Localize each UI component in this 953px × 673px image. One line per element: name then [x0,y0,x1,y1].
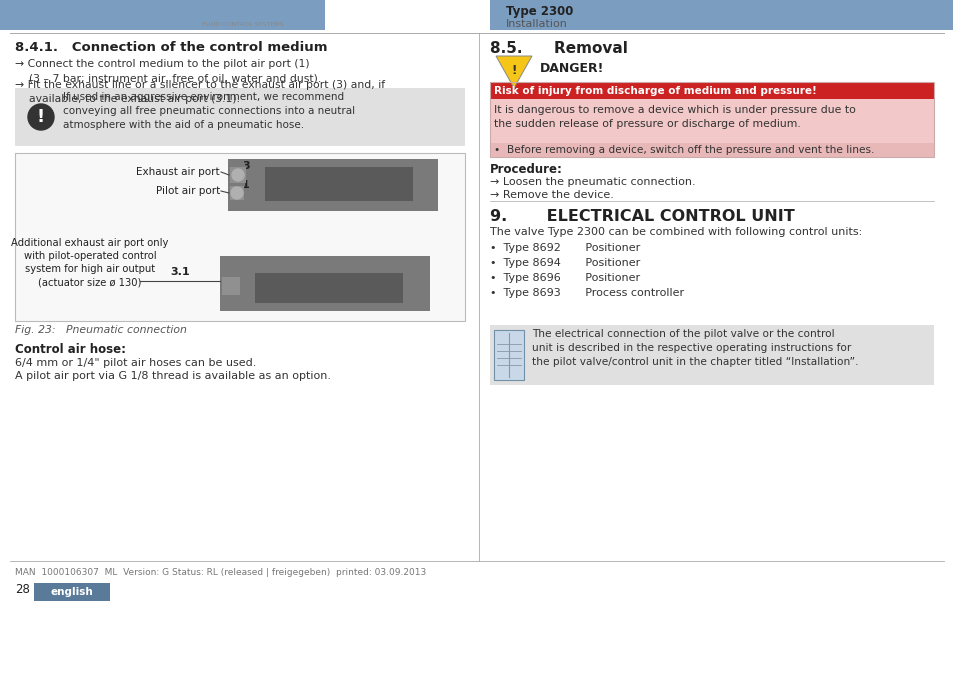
Text: 8.4.1.   Connection of the control medium: 8.4.1. Connection of the control medium [15,41,327,54]
Text: Exhaust air port: Exhaust air port [136,167,220,177]
Text: Fig. 23:   Pneumatic connection: Fig. 23: Pneumatic connection [15,325,187,335]
Text: 9.       ELECTRICAL CONTROL UNIT: 9. ELECTRICAL CONTROL UNIT [490,209,794,224]
Bar [490,99,933,157]
Bar [490,82,933,99]
Text: → Remove the device.: → Remove the device. [490,190,613,200]
Bar [265,167,413,201]
Text: !: ! [37,108,45,126]
Bar [490,0,953,30]
Text: •  Type 8694       Positioner: • Type 8694 Positioner [490,258,639,268]
Bar [228,159,437,211]
Bar [490,143,933,157]
Bar [0,0,325,30]
Text: Procedure:: Procedure: [490,163,562,176]
Bar [490,82,933,157]
Text: FLUID CONTROL SYSTEMS: FLUID CONTROL SYSTEMS [202,22,283,28]
Circle shape [231,187,243,199]
Text: 6/4 mm or 1/4" pilot air hoses can be used.: 6/4 mm or 1/4" pilot air hoses can be us… [15,358,256,368]
Circle shape [232,169,244,181]
Text: MAN  1000106307  ML  Version: G Status: RL (released | freigegeben)  printed: 03: MAN 1000106307 ML Version: G Status: RL … [15,568,426,577]
Text: → Connect the control medium to the pilot air port (1)
    (3 – 7 bar; instrumen: → Connect the control medium to the pilo… [15,59,321,83]
Text: •  Type 8692       Positioner: • Type 8692 Positioner [490,243,639,253]
Bar [230,167,246,183]
Text: It is dangerous to remove a device which is under pressure due to
the sudden rel: It is dangerous to remove a device which… [494,105,855,129]
Text: •  Before removing a device, switch off the pressure and vent the lines.: • Before removing a device, switch off t… [494,145,874,155]
Text: → Fit the exhaust line or a silencer to the exhaust air port (3) and, if
    ava: → Fit the exhaust line or a silencer to … [15,80,385,104]
Text: Control air hose:: Control air hose: [15,343,126,356]
Text: english: english [51,587,93,597]
Text: The electrical connection of the pilot valve or the control
unit is described in: The electrical connection of the pilot v… [532,329,858,367]
Text: Installation: Installation [505,19,567,29]
Text: Risk of injury from discharge of medium and pressure!: Risk of injury from discharge of medium … [494,86,816,96]
Text: 3.1: 3.1 [170,267,190,277]
Bar [494,330,523,380]
Text: 28: 28 [15,583,30,596]
Text: The valve Type 2300 can be combined with following control units:: The valve Type 2300 can be combined with… [490,227,862,237]
Text: If used in an aggressive environment, we recommend
conveying all free pneumatic : If used in an aggressive environment, we… [63,92,355,130]
Text: → Loosen the pneumatic connection.: → Loosen the pneumatic connection. [490,177,695,187]
Bar [220,256,430,311]
Text: 1: 1 [242,180,250,190]
Circle shape [28,104,54,130]
Text: Pilot air port: Pilot air port [155,186,220,196]
Text: bürkert: bürkert [208,4,277,22]
Bar [15,88,464,146]
Text: •  Type 8693       Process controller: • Type 8693 Process controller [490,288,683,298]
Text: 3: 3 [242,161,250,171]
Bar [15,153,464,321]
Bar [34,583,110,601]
Text: !: ! [511,65,517,77]
Text: DANGER!: DANGER! [539,62,604,75]
Text: Type 2300: Type 2300 [505,5,573,17]
Bar [490,325,933,385]
Text: 8.5.      Removal: 8.5. Removal [490,41,627,56]
Bar [230,186,244,200]
Bar [254,273,402,303]
Text: A pilot air port via G 1/8 thread is available as an option.: A pilot air port via G 1/8 thread is ava… [15,371,331,381]
Polygon shape [496,56,532,88]
Text: Additional exhaust air port only
with pilot-operated control
system for high air: Additional exhaust air port only with pi… [11,238,169,287]
Bar [222,277,240,295]
Text: •  Type 8696       Positioner: • Type 8696 Positioner [490,273,639,283]
